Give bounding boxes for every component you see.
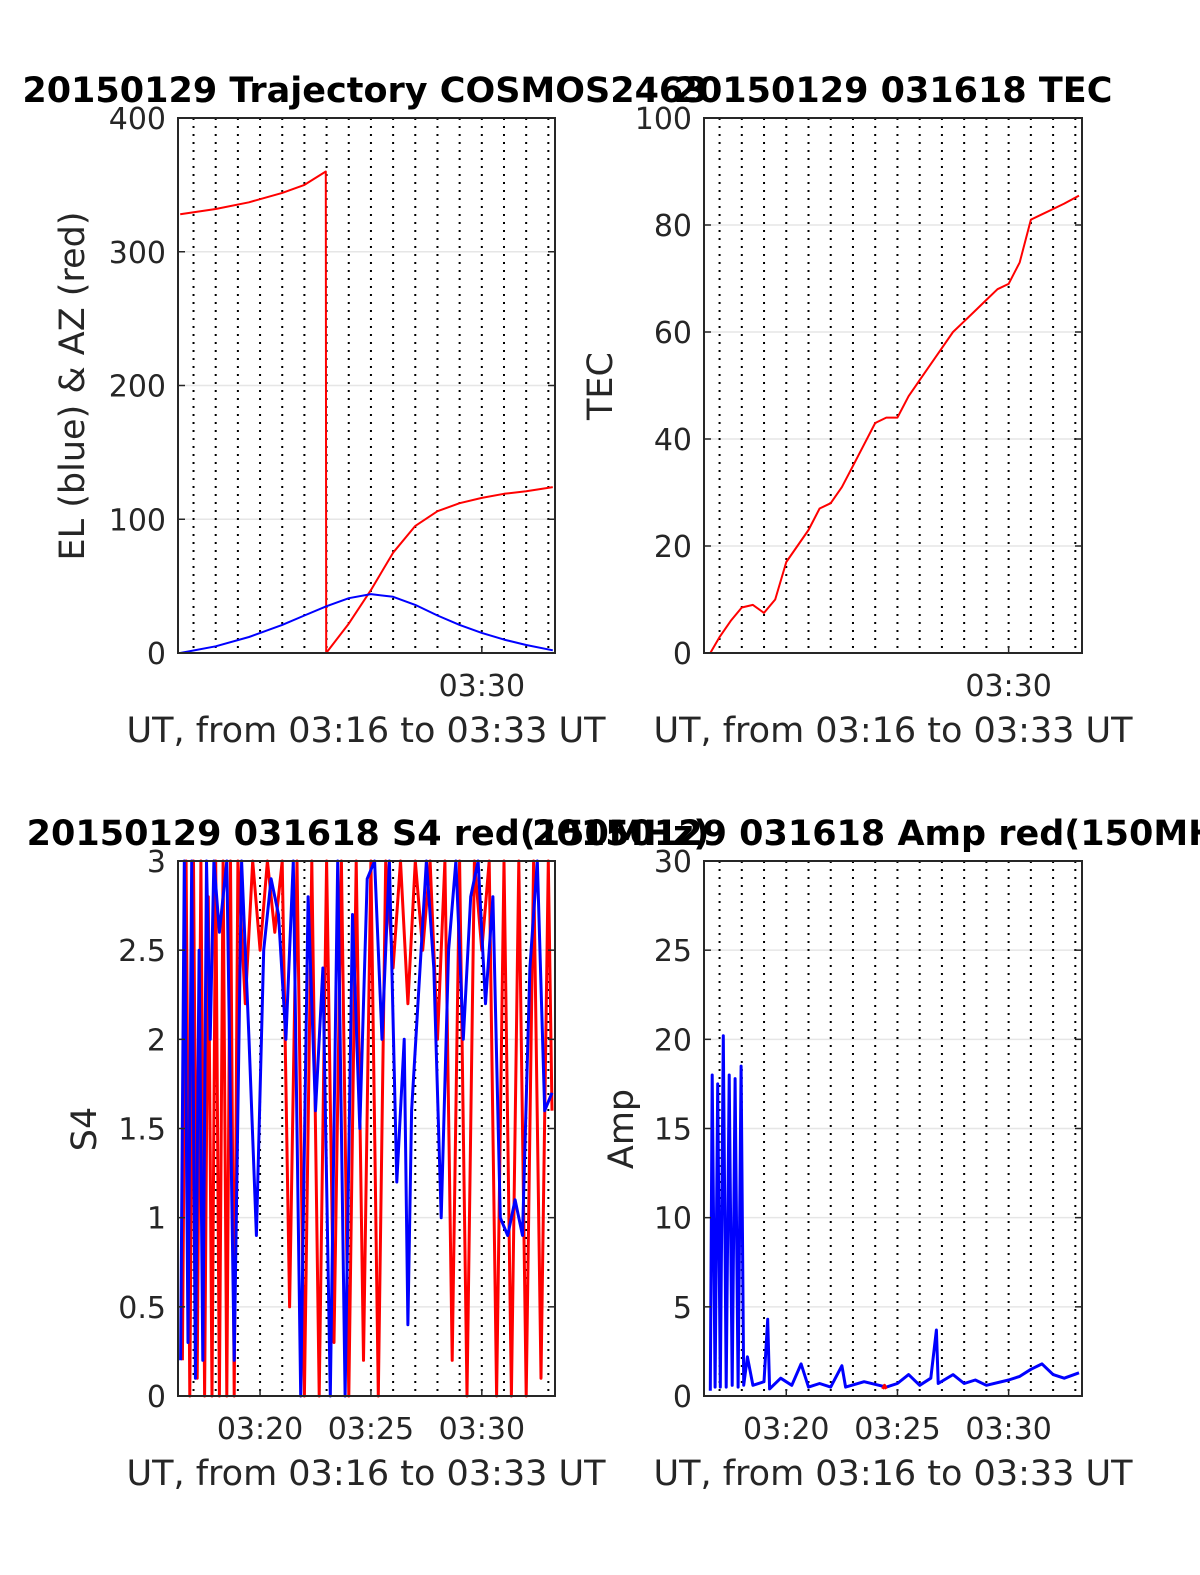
x-tick-label: 03:25 <box>328 1412 414 1447</box>
y-tick-label: 60 <box>654 316 692 351</box>
x-axis-label-trajectory: UT, from 03:16 to 03:33 UT <box>126 711 606 751</box>
x-ticks-trajectory: 03:30 <box>439 646 525 704</box>
x-tick-label: 03:25 <box>854 1412 940 1447</box>
panel-s4: 0 0.5 1 1.5 2 2.5 3 03:20 03:25 03:30 20150129 0… <box>27 814 710 1494</box>
y-tick-label: 2.5 <box>118 934 166 969</box>
chart-title-tec: 20150129 031618 TEC <box>674 71 1113 111</box>
x-grid-tec <box>718 118 1077 653</box>
y-tick-label: 3 <box>147 845 166 880</box>
y-axis-label-amp: Amp <box>602 1089 642 1169</box>
y-tick-label: 20 <box>654 530 692 565</box>
plot-area-tec <box>704 118 1082 653</box>
y-tick-label: 15 <box>654 1113 692 1148</box>
x-tick-label: 03:30 <box>439 669 525 704</box>
y-tick-label: 1.5 <box>118 1113 166 1148</box>
x-ticks-tec: 03:30 <box>965 646 1052 704</box>
x-tick-label: 03:30 <box>439 1412 525 1447</box>
chart-title-s4: 20150129 031618 S4 red(150MHz) <box>27 814 710 854</box>
y-tick-label: 0 <box>147 1380 166 1415</box>
y-tick-label: 0 <box>147 637 166 672</box>
y-tick-label: 100 <box>635 102 692 137</box>
y-tick-label: 5 <box>673 1291 692 1326</box>
y-axis-label-trajectory: EL (blue) & AZ (red) <box>53 212 93 561</box>
y-axis-label-tec: TEC <box>581 352 621 421</box>
x-tick-label: 03:20 <box>743 1412 829 1447</box>
x-axis-label-tec: UT, from 03:16 to 03:33 UT <box>653 711 1133 751</box>
series-line-trajectory-1 <box>180 593 553 654</box>
series-line-tec-0 <box>709 194 1080 654</box>
series-line-trajectory-0 <box>180 170 553 654</box>
y-tick-label: 300 <box>109 236 166 271</box>
x-axis-label-amp: UT, from 03:16 to 03:33 UT <box>653 1454 1133 1494</box>
series-group-trajectory <box>180 170 553 654</box>
y-tick-label: 30 <box>654 845 692 880</box>
x-ticks-s4: 03:20 03:25 03:30 <box>217 1389 525 1447</box>
panel-tec: 0 20 40 60 80 100 03:30 20150129 031618 TEC U… <box>581 71 1133 751</box>
y-tick-label: 2 <box>147 1023 166 1058</box>
x-ticks-amp: 03:20 03:25 03:30 <box>743 1389 1052 1447</box>
y-tick-label: 200 <box>109 370 166 405</box>
y-tick-label: 10 <box>654 1202 692 1237</box>
x-tick-label: 03:30 <box>965 669 1051 704</box>
y-ticks-s4: 0 0.5 1 1.5 2 2.5 3 <box>118 845 555 1415</box>
series-line-amp-1 <box>881 1383 888 1390</box>
series-line-s4-1 <box>179 859 554 1398</box>
y-tick-label: 0 <box>673 637 692 672</box>
chart-title-trajectory: 20150129 Trajectory COSMOS2463 <box>22 71 707 111</box>
y-tick-label: 80 <box>654 209 692 244</box>
y-tick-label: 25 <box>654 934 692 969</box>
y-axis-label-s4: S4 <box>65 1107 105 1152</box>
panel-amp: 0 5 10 15 20 25 30 03:20 03:25 03:30 20150129 03… <box>532 814 1200 1494</box>
y-ticks-amp: 0 5 10 15 20 25 30 <box>654 845 1082 1415</box>
series-group-tec <box>709 194 1080 654</box>
y-ticks-tec: 0 20 40 60 80 100 <box>635 102 1082 672</box>
y-tick-label: 0.5 <box>118 1291 166 1326</box>
y-tick-label: 20 <box>654 1023 692 1058</box>
x-axis-label-s4: UT, from 03:16 to 03:33 UT <box>126 1454 606 1494</box>
x-tick-label: 03:20 <box>217 1412 303 1447</box>
y-ticks-trajectory: 0 100 200 300 400 <box>109 102 555 672</box>
y-tick-label: 0 <box>673 1380 692 1415</box>
series-line-amp-0 <box>708 1034 1080 1391</box>
y-tick-label: 40 <box>654 423 692 458</box>
y-tick-label: 100 <box>109 503 166 538</box>
series-group-amp <box>708 1034 1080 1391</box>
y-tick-label: 400 <box>109 102 166 137</box>
x-tick-label: 03:30 <box>965 1412 1051 1447</box>
plot-frame-tec <box>703 117 1083 654</box>
y-tick-label: 1 <box>147 1202 166 1237</box>
chart-title-amp: 20150129 031618 Amp red(150MHz) <box>532 814 1200 854</box>
